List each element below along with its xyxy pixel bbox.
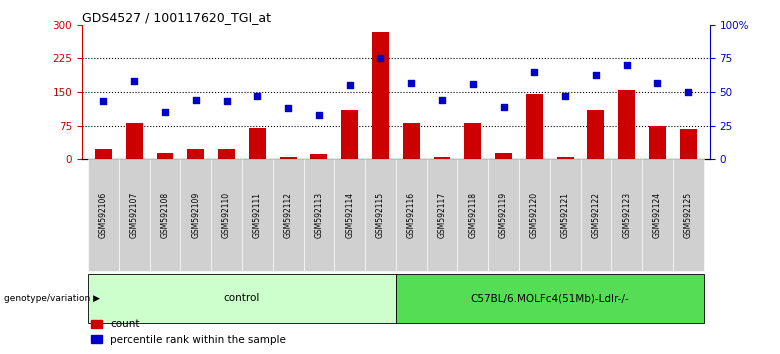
Point (405, 80, 417, 85)
Point (343, 82, 356, 88)
Bar (434, 156, 451, 159)
Bar (495, 154, 512, 159)
Text: GSM592125: GSM592125 (684, 192, 693, 238)
FancyBboxPatch shape (150, 159, 180, 271)
Point (190, 97, 202, 103)
Point (498, 104, 510, 110)
Bar (649, 126, 666, 159)
Bar (402, 124, 420, 159)
FancyBboxPatch shape (211, 159, 242, 271)
FancyBboxPatch shape (303, 159, 335, 271)
FancyBboxPatch shape (242, 159, 273, 271)
FancyBboxPatch shape (365, 159, 396, 271)
Text: C57BL/6.MOLFc4(51Mb)-Ldlr-/-: C57BL/6.MOLFc4(51Mb)-Ldlr-/- (470, 293, 629, 303)
Point (313, 112, 325, 118)
Text: GSM592114: GSM592114 (346, 192, 354, 238)
Text: GSM592119: GSM592119 (499, 192, 508, 238)
Text: GSM592106: GSM592106 (99, 192, 108, 238)
Text: GSM592116: GSM592116 (406, 192, 416, 238)
Text: GSM592121: GSM592121 (561, 192, 569, 238)
Bar (310, 154, 328, 159)
Bar (280, 156, 296, 159)
Point (682, 89, 694, 95)
Point (282, 105, 294, 111)
Text: GSM592120: GSM592120 (530, 192, 539, 238)
Bar (95, 149, 112, 159)
Text: GDS4527 / 100117620_TGI_at: GDS4527 / 100117620_TGI_at (82, 11, 271, 24)
Bar (557, 156, 573, 159)
Point (559, 93, 572, 99)
FancyBboxPatch shape (488, 159, 519, 271)
Bar (372, 32, 389, 159)
Point (98, 99, 110, 104)
Point (251, 93, 264, 99)
FancyBboxPatch shape (396, 274, 704, 323)
Bar (619, 90, 635, 159)
Bar (187, 149, 204, 159)
Text: control: control (224, 293, 261, 303)
FancyBboxPatch shape (396, 159, 427, 271)
Point (436, 97, 448, 103)
Bar (526, 94, 543, 159)
Bar (341, 110, 358, 159)
Text: GSM592111: GSM592111 (253, 192, 262, 238)
FancyBboxPatch shape (119, 159, 150, 271)
Text: genotype/variation ▶: genotype/variation ▶ (4, 294, 100, 303)
FancyBboxPatch shape (335, 159, 365, 271)
Bar (464, 124, 481, 159)
Point (128, 79, 140, 84)
FancyBboxPatch shape (427, 159, 457, 271)
Text: GSM592109: GSM592109 (191, 192, 200, 238)
Bar (249, 128, 266, 159)
Bar (218, 149, 235, 159)
Point (590, 72, 602, 78)
FancyBboxPatch shape (88, 159, 119, 271)
FancyBboxPatch shape (550, 159, 580, 271)
Text: GSM592110: GSM592110 (222, 192, 231, 238)
Point (220, 99, 232, 104)
FancyBboxPatch shape (673, 159, 704, 271)
FancyBboxPatch shape (580, 159, 612, 271)
Text: GSM592113: GSM592113 (314, 192, 324, 238)
Text: GSM592112: GSM592112 (284, 192, 292, 238)
Text: GSM592123: GSM592123 (622, 192, 631, 238)
Point (159, 109, 172, 115)
FancyBboxPatch shape (642, 159, 673, 271)
FancyBboxPatch shape (88, 274, 396, 323)
Text: GSM592118: GSM592118 (468, 192, 477, 238)
FancyBboxPatch shape (273, 159, 303, 271)
Text: GSM592117: GSM592117 (438, 192, 446, 238)
Text: GSM592124: GSM592124 (653, 192, 662, 238)
FancyBboxPatch shape (180, 159, 211, 271)
Text: GSM592108: GSM592108 (161, 192, 169, 238)
Point (374, 56, 387, 61)
FancyBboxPatch shape (457, 159, 488, 271)
Point (651, 80, 664, 85)
FancyBboxPatch shape (519, 159, 550, 271)
Bar (680, 129, 697, 159)
Legend: count, percentile rank within the sample: count, percentile rank within the sample (87, 315, 290, 349)
FancyBboxPatch shape (612, 159, 642, 271)
Text: GSM592115: GSM592115 (376, 192, 385, 238)
Bar (587, 110, 604, 159)
Bar (126, 122, 143, 159)
Bar (157, 154, 173, 159)
Text: GSM592122: GSM592122 (591, 192, 601, 238)
Point (620, 62, 633, 68)
Text: GSM592107: GSM592107 (129, 192, 139, 238)
Point (466, 81, 479, 87)
Point (528, 69, 541, 75)
